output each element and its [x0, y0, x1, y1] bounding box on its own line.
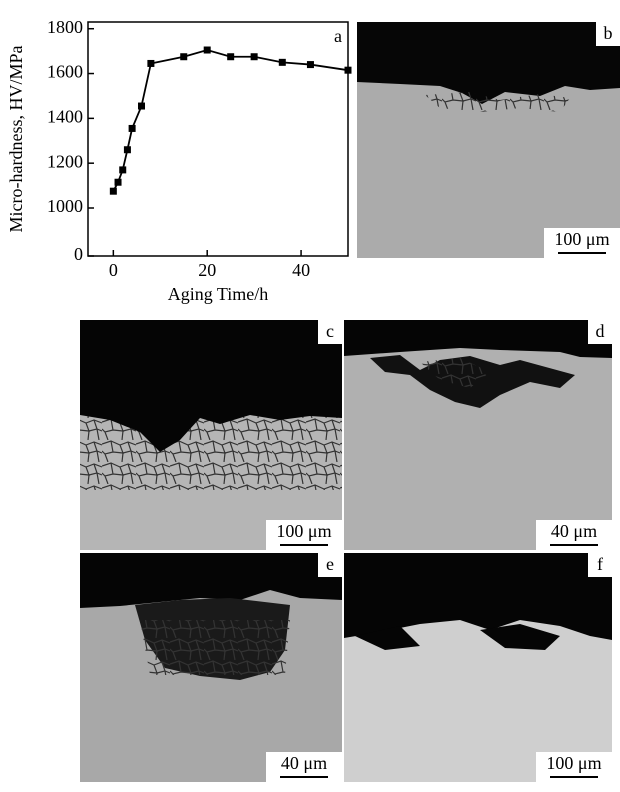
marker [119, 166, 127, 174]
y-tick-label: 1800 [47, 17, 83, 37]
panel-label-box [588, 553, 612, 577]
marker [123, 146, 131, 154]
scale-bar-label: 40 μm [281, 753, 327, 773]
scale-bar-label: 100 μm [554, 229, 609, 249]
plot-frame [87, 21, 349, 257]
panel-label: e [326, 554, 334, 574]
x-tick-label: 40 [292, 260, 310, 280]
scale-bar-label: 40 μm [551, 521, 597, 541]
panel-label: c [326, 321, 334, 341]
marker [180, 53, 188, 61]
x-tick-label: 0 [109, 260, 118, 280]
y-tick-label: 1600 [47, 62, 83, 82]
micrograph-d [344, 320, 612, 550]
marker [147, 59, 155, 67]
panel-label: f [597, 554, 603, 574]
micrograph-c [80, 320, 342, 550]
panel-label-box [588, 320, 612, 344]
y-tick-label: 1400 [47, 106, 83, 126]
panel-label: b [604, 23, 613, 43]
micrograph-b [357, 22, 620, 258]
x-axis-label: Aging Time/h [168, 284, 269, 304]
panel-label-box [318, 553, 342, 577]
panel-label-box [318, 320, 342, 344]
micrograph-e [80, 553, 342, 782]
y-tick-label: 1200 [47, 151, 83, 171]
marker [138, 102, 146, 110]
marker [128, 124, 136, 132]
x-tick-label: 20 [198, 260, 216, 280]
line [112, 49, 349, 192]
marker [203, 46, 211, 54]
y-axis-label: Micro-hardness, HV/MPa [6, 46, 26, 233]
marker [278, 58, 286, 66]
scale-bar-label: 100 μm [546, 753, 601, 773]
panel-label-box [596, 22, 620, 46]
micrograph-f [344, 553, 612, 782]
y-tick-label: 1000 [47, 196, 83, 216]
panel-label: a [334, 26, 342, 46]
marker [344, 66, 352, 74]
scale-bar-label: 100 μm [276, 521, 331, 541]
marker [306, 61, 314, 69]
panel-label: d [596, 321, 605, 341]
y-tick-label: 0 [74, 244, 83, 264]
marker [227, 53, 235, 61]
marker [250, 53, 258, 61]
marker [114, 178, 122, 186]
marker [109, 187, 117, 195]
